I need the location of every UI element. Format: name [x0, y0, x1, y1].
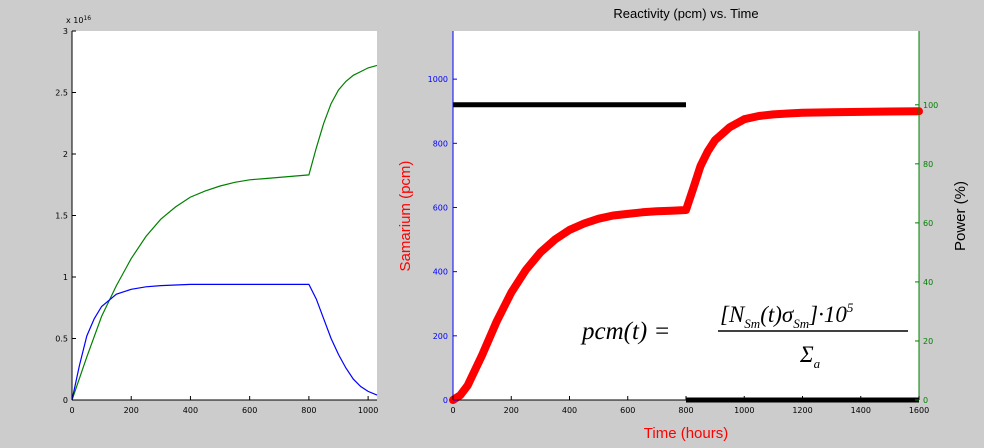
right-x-tick-label: 200	[504, 406, 519, 415]
left-x-tick-label: 400	[183, 406, 198, 415]
right-left-y-tick-label: 0	[443, 396, 448, 405]
left-series-green-line	[71, 64, 378, 401]
right-y2-axis-label: Power (%)	[952, 181, 969, 251]
right-right-y-tick-label: 20	[923, 337, 933, 346]
left-y-tick-label: 0	[63, 396, 68, 405]
left-y-tick-label: 3	[63, 27, 68, 36]
left-y-tick-label: 2	[63, 150, 68, 159]
left-series-blue-line	[71, 283, 378, 401]
right-x-tick-label: 800	[678, 406, 693, 415]
right-left-y-tick-label: 800	[433, 139, 448, 148]
left-exponent-label: x 1016	[66, 15, 91, 25]
right-right-y-tick-label: 40	[923, 278, 933, 287]
right-x-tick-label: 1200	[792, 406, 812, 415]
right-x-tick-label: 1600	[909, 406, 929, 415]
right-left-y-tick-label: 1000	[428, 75, 448, 84]
formula-numerator: [NSm(t)σSm]·105	[720, 300, 854, 331]
left-x-tick-label: 200	[124, 406, 139, 415]
left-x-tick-label: 0	[69, 406, 74, 415]
formula-annotation: pcm(t) = [NSm(t)σSm]·105 Σa	[580, 300, 908, 371]
right-right-y-tick-label: 60	[923, 219, 933, 228]
right-x-axis-label: Time (hours)	[644, 425, 728, 442]
formula-denominator: Σa	[799, 342, 821, 371]
left-y-tick-label: 0.5	[55, 335, 68, 344]
right-left-y-tick-label: 400	[433, 268, 448, 277]
right-x-tick-label: 1000	[734, 406, 754, 415]
right-chart-title: Reactivity (pcm) vs. Time	[613, 6, 758, 21]
right-x-tick-label: 0	[450, 406, 455, 415]
right-series-samarium-line	[449, 107, 923, 404]
right-plot-area	[453, 31, 919, 400]
left-x-tick-label: 800	[301, 406, 316, 415]
left-chart: 0 200 400 600 800 1000 0 0.5 1 1.5 2 2.5 3 x 1016	[55, 15, 378, 415]
right-right-y-tick-label: 100	[923, 101, 938, 110]
right-x-tick-label: 400	[562, 406, 577, 415]
left-x-tick-label: 1000	[358, 406, 378, 415]
left-y-tick-label: 1	[63, 273, 68, 282]
right-right-y-tick-label: 80	[923, 160, 933, 169]
left-x-tick-label: 600	[242, 406, 257, 415]
right-chart: 0 200 400 600 800 1000 1200 1400 160002004006008…	[397, 6, 969, 442]
left-y-tick-label: 2.5	[55, 89, 68, 98]
right-y-axis-label: Samarium (pcm)	[397, 161, 414, 272]
right-left-y-tick-label: 600	[433, 203, 448, 212]
formula-lhs: pcm(t) =	[580, 318, 670, 345]
left-plot-area	[72, 31, 377, 400]
right-right-y-tick-label: 0	[923, 396, 928, 405]
left-y-tick-label: 1.5	[55, 212, 68, 221]
right-x-tick-label: 1400	[851, 406, 871, 415]
right-x-tick-label: 600	[620, 406, 635, 415]
right-left-y-tick-label: 200	[433, 332, 448, 341]
